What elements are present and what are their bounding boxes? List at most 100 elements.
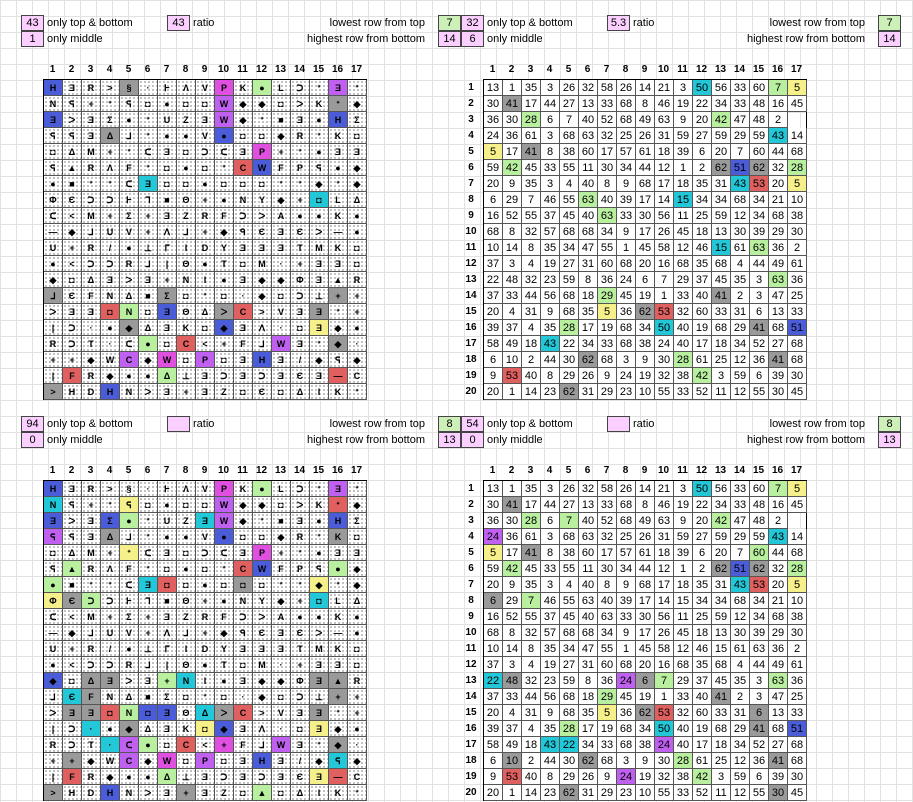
- grid-cell[interactable]: Ǝ: [329, 256, 348, 272]
- grid-cell[interactable]: 30: [769, 785, 788, 801]
- grid-cell[interactable]: F: [234, 336, 253, 352]
- grid-cell[interactable]: ◘: [44, 144, 63, 160]
- grid-cell[interactable]: 28: [788, 160, 807, 176]
- grid-cell[interactable]: ᐩ: [329, 577, 348, 593]
- grid-cell[interactable]: I: [177, 641, 196, 657]
- grid-cell[interactable]: ◆: [120, 320, 139, 336]
- grid-cell[interactable]: ◘: [177, 176, 196, 192]
- grid-cell[interactable]: Ǝ: [329, 481, 348, 497]
- grid-cell[interactable]: ᐩ: [329, 705, 348, 721]
- grid-cell[interactable]: V: [196, 481, 215, 497]
- grid-cell[interactable]: <: [196, 737, 215, 753]
- ratio-value[interactable]: [607, 416, 630, 432]
- grid-cell[interactable]: 17: [503, 545, 522, 561]
- grid-cell[interactable]: 15: [712, 240, 731, 256]
- grid-cell[interactable]: 45: [788, 384, 807, 400]
- grid-cell[interactable]: 10: [484, 641, 503, 657]
- grid-cell[interactable]: 8: [598, 577, 617, 593]
- grid-cell[interactable]: 7: [769, 481, 788, 497]
- grid-cell[interactable]: 26: [655, 625, 674, 641]
- grid-cell[interactable]: 34: [750, 609, 769, 625]
- grid-cell[interactable]: Ǝ: [101, 673, 120, 689]
- grid-cell[interactable]: 50: [693, 80, 712, 96]
- grid-cell[interactable]: ●: [291, 208, 310, 224]
- grid-cell[interactable]: 31: [579, 256, 598, 272]
- grid-cell[interactable]: 61: [522, 529, 541, 545]
- grid-cell[interactable]: ᑕ: [44, 208, 63, 224]
- grid-cell[interactable]: >: [253, 705, 272, 721]
- grid-cell[interactable]: Δ: [120, 689, 139, 705]
- grid-cell[interactable]: 15: [712, 641, 731, 657]
- grid-cell[interactable]: 6: [636, 673, 655, 689]
- grid-cell[interactable]: 34: [712, 192, 731, 208]
- grid-cell[interactable]: Ǝ: [158, 721, 177, 737]
- grid-cell[interactable]: ●: [101, 320, 120, 336]
- grid-cell[interactable]: 17: [598, 545, 617, 561]
- grid-cell[interactable]: 35: [522, 481, 541, 497]
- grid-cell[interactable]: ◘: [196, 320, 215, 336]
- grid-cell[interactable]: 2: [788, 641, 807, 657]
- grid-cell[interactable]: 9: [484, 769, 503, 785]
- grid-cell[interactable]: 35: [579, 705, 598, 721]
- grid-cell[interactable]: 3: [617, 753, 636, 769]
- grid-cell[interactable]: 61: [731, 240, 750, 256]
- grid-cell[interactable]: ◘: [310, 593, 329, 609]
- grid-cell[interactable]: Ǝ: [82, 529, 101, 545]
- grid-cell[interactable]: 41: [750, 721, 769, 737]
- grid-cell[interactable]: 37: [541, 208, 560, 224]
- grid-cell[interactable]: 63: [750, 240, 769, 256]
- grid-cell[interactable]: ᐩ: [101, 497, 120, 513]
- grid-cell[interactable]: 34: [712, 593, 731, 609]
- grid-cell[interactable]: 17: [636, 593, 655, 609]
- grid-cell[interactable]: ◆: [272, 272, 291, 288]
- grid-cell[interactable]: ᑐ: [234, 609, 253, 625]
- grid-cell[interactable]: 9: [598, 368, 617, 384]
- grid-cell[interactable]: 61: [693, 352, 712, 368]
- grid-cell[interactable]: ◆: [310, 352, 329, 368]
- grid-cell[interactable]: ᒧ: [139, 657, 158, 673]
- grid-cell[interactable]: 21: [655, 80, 674, 96]
- grid-cell[interactable]: M: [253, 256, 272, 272]
- grid-cell[interactable]: Є: [253, 625, 272, 641]
- grid-cell[interactable]: +: [177, 384, 196, 400]
- grid-cell[interactable]: ◆: [348, 352, 367, 368]
- grid-cell[interactable]: 40: [674, 336, 693, 352]
- grid-cell[interactable]: 28: [560, 320, 579, 336]
- grid-cell[interactable]: 13: [484, 80, 503, 96]
- grid-cell[interactable]: 35: [731, 272, 750, 288]
- grid-cell[interactable]: ᐩ: [291, 545, 310, 561]
- grid-cell[interactable]: D: [196, 240, 215, 256]
- grid-cell[interactable]: 34: [731, 336, 750, 352]
- grid-cell[interactable]: N: [101, 689, 120, 705]
- grid-cell[interactable]: Ǝ: [291, 737, 310, 753]
- grid-cell[interactable]: 7: [522, 192, 541, 208]
- grid-cell[interactable]: 62: [560, 785, 579, 801]
- grid-cell[interactable]: 68: [769, 721, 788, 737]
- grid-cell[interactable]: L: [272, 481, 291, 497]
- grid-cell[interactable]: R: [82, 160, 101, 176]
- grid-cell[interactable]: 58: [655, 240, 674, 256]
- grid-cell[interactable]: ᐩ: [139, 529, 158, 545]
- grid-cell[interactable]: 68: [617, 320, 636, 336]
- grid-cell[interactable]: ᑐ: [82, 256, 101, 272]
- grid-cell[interactable]: 68: [674, 657, 693, 673]
- grid-cell[interactable]: Ǝ: [234, 721, 253, 737]
- grid-cell[interactable]: ◆: [215, 721, 234, 737]
- grid-cell[interactable]: 68: [731, 192, 750, 208]
- grid-cell[interactable]: R: [82, 368, 101, 384]
- grid-cell[interactable]: Y: [253, 192, 272, 208]
- grid-cell[interactable]: 58: [484, 336, 503, 352]
- grid-cell[interactable]: 32: [598, 529, 617, 545]
- grid-cell[interactable]: ●: [158, 128, 177, 144]
- grid-cell[interactable]: ◘: [177, 144, 196, 160]
- grid-cell[interactable]: 47: [579, 641, 598, 657]
- grid-cell[interactable]: 62: [712, 160, 731, 176]
- grid-cell[interactable]: ᑐ: [101, 593, 120, 609]
- grid-cell[interactable]: R: [120, 256, 139, 272]
- grid-cell[interactable]: 17: [636, 192, 655, 208]
- grid-cell[interactable]: 5: [788, 80, 807, 96]
- grid-cell[interactable]: 13: [712, 625, 731, 641]
- grid-cell[interactable]: W: [101, 352, 120, 368]
- grid-cell[interactable]: 34: [579, 737, 598, 753]
- grid-cell[interactable]: +: [291, 657, 310, 673]
